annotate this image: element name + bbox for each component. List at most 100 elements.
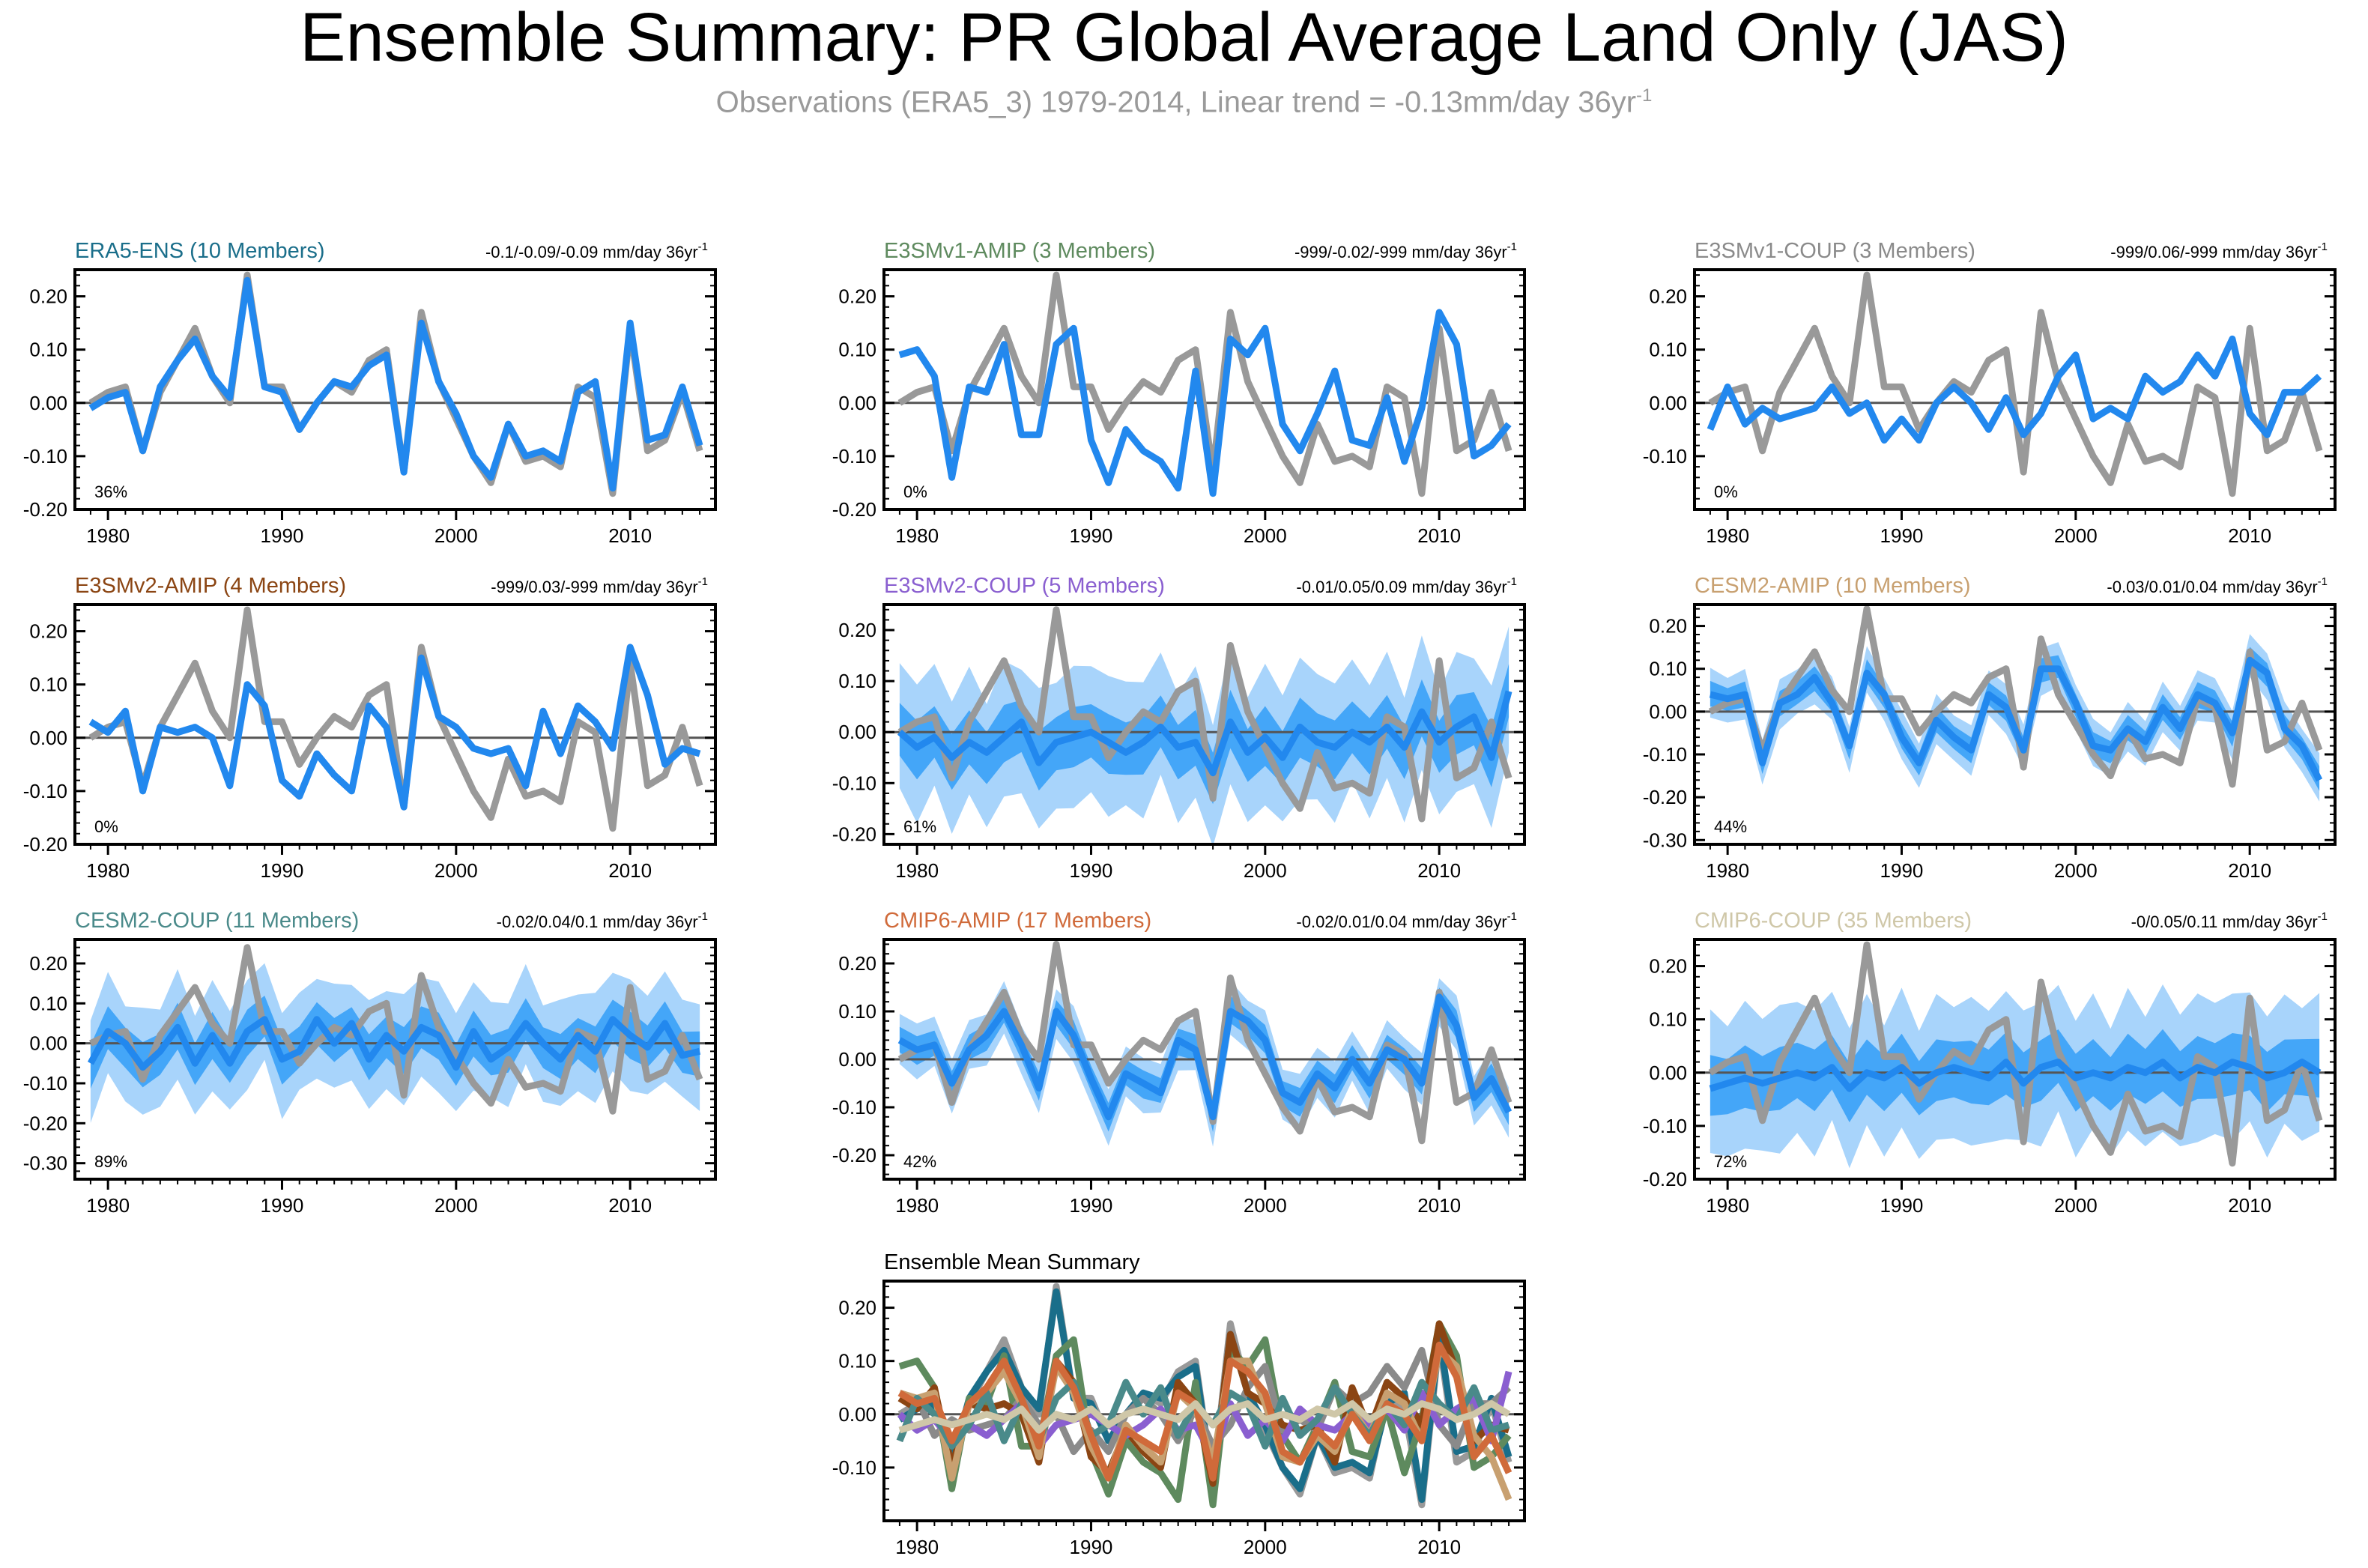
figure-subtitle: Observations (ERA5_3) 1979-2014, Linear … — [0, 78, 2368, 120]
trend-text: -0.01/0.05/0.09 mm/day 36yr — [1296, 578, 1507, 596]
y-tick-label: 0.00 — [838, 392, 876, 414]
panel-trend: -0.03/0.01/0.04 mm/day 36yr-1 — [2107, 575, 2328, 596]
x-tick-label: 2010 — [2228, 859, 2271, 882]
panel-title: CESM2-COUP (11 Members) — [75, 909, 359, 933]
panel-percentage: 0% — [1714, 482, 1738, 501]
y-tick-label: -0.10 — [1643, 743, 1687, 766]
panel-frame — [73, 603, 717, 846]
trend-exponent: -1 — [698, 240, 708, 253]
panel-e3smv1-coup: -0.10 0.00 0.10 0.20 1980 1990 2000 2010 E3SMv1-… — [1643, 239, 2337, 547]
plot-area — [884, 606, 1524, 844]
plot-area — [884, 940, 1524, 1147]
trend-exponent: -1 — [1507, 575, 1517, 588]
x-tick-label: 1980 — [1706, 1194, 1749, 1217]
y-tick-label: -0.20 — [832, 1144, 876, 1166]
x-tick-label: 2010 — [1417, 859, 1461, 882]
y-tick-label: 0.00 — [29, 1032, 67, 1055]
panel-trend: -0.1/-0.09/-0.09 mm/day 36yr-1 — [485, 240, 708, 261]
x-tick-label: 1980 — [895, 1536, 939, 1558]
x-tick-label: 2000 — [2054, 859, 2098, 882]
x-tick-label: 2000 — [1244, 859, 1287, 882]
panel-frame — [73, 268, 717, 511]
y-tick-label: 0.00 — [1649, 392, 1687, 414]
x-tick-label: 1980 — [86, 859, 130, 882]
panel-frame — [882, 268, 1526, 511]
panel-trend: -999/-0.02/-999 mm/day 36yr-1 — [1294, 240, 1517, 261]
ensemble-mean-line — [88, 644, 701, 811]
y-tick-label: 0.00 — [29, 392, 67, 414]
plot-area — [884, 271, 1524, 497]
trend-exponent: -1 — [698, 575, 708, 588]
panel-trend: -0/0.05/0.11 mm/day 36yr-1 — [2131, 910, 2328, 931]
x-tick-label: 1980 — [1706, 524, 1749, 547]
ensemble-mean-line — [898, 309, 1512, 497]
x-tick-label: 1990 — [1070, 1536, 1113, 1558]
panel-title: CMIP6-AMIP (17 Members) — [884, 909, 1151, 933]
trend-exponent: -1 — [2318, 575, 2328, 588]
observation-line — [1708, 605, 2323, 788]
y-tick-label: 0.10 — [838, 1000, 876, 1023]
plot-area — [1695, 605, 2335, 802]
panel-cmip6-coup: -0.20 -0.10 0.00 0.10 0.20 1980 1990 2000 2010 CM… — [1643, 909, 2337, 1217]
y-tick-label: 0.20 — [838, 285, 876, 308]
observation-line — [88, 606, 703, 832]
trend-text: -0.03/0.01/0.04 mm/day 36yr — [2107, 578, 2317, 596]
trend-text: -0/0.05/0.11 mm/day 36yr — [2131, 912, 2318, 931]
y-tick-label: -0.30 — [23, 1152, 67, 1175]
trend-text: -999/0.03/-999 mm/day 36yr — [491, 578, 697, 596]
panel-e3smv2-coup: -0.20 -0.10 0.00 0.10 0.20 1980 1990 2000 2010 E3… — [832, 574, 1526, 882]
y-tick-label: 0.20 — [29, 952, 67, 975]
panel-percentage: 0% — [94, 817, 118, 836]
panel-title: E3SMv1-COUP (3 Members) — [1695, 239, 1975, 263]
y-tick-label: 0.00 — [838, 1403, 876, 1426]
y-tick-label: -0.20 — [23, 1112, 67, 1134]
x-tick-label: 2010 — [1417, 1194, 1461, 1217]
panel-title: CMIP6-COUP (35 Members) — [1695, 909, 1972, 933]
subtitle-text: Observations (ERA5_3) 1979-2014, Linear … — [715, 85, 1637, 119]
panel-frame — [1693, 268, 2337, 511]
ensemble-mean-line — [88, 276, 703, 492]
plot-area — [884, 1283, 1524, 1509]
y-tick-label: -0.20 — [832, 823, 876, 845]
y-tick-label: 0.20 — [1649, 955, 1687, 978]
plot-area — [1695, 271, 2335, 497]
ensemble-mean-line — [1709, 656, 2323, 782]
panel-frame — [882, 603, 1526, 846]
plot-area — [1695, 941, 2335, 1169]
y-tick-label: 0.20 — [1649, 285, 1687, 308]
x-tick-label: 2000 — [434, 524, 478, 547]
trend-exponent: -1 — [2318, 910, 2328, 923]
y-tick-label: 0.10 — [29, 673, 67, 696]
x-tick-label: 2010 — [608, 859, 652, 882]
x-tick-label: 1990 — [261, 1194, 304, 1217]
y-tick-label: 0.10 — [1649, 339, 1687, 361]
panel-frame — [882, 1280, 1526, 1522]
x-tick-label: 1980 — [1706, 859, 1749, 882]
x-tick-label: 2010 — [2228, 1194, 2271, 1217]
x-tick-label: 1980 — [895, 1194, 939, 1217]
y-tick-label: 0.00 — [29, 727, 67, 749]
panel-title: E3SMv1-AMIP (3 Members) — [884, 239, 1155, 263]
x-tick-label: 2000 — [2054, 1194, 2098, 1217]
y-tick-label: 0.10 — [838, 339, 876, 361]
trend-text: -0.1/-0.09/-0.09 mm/day 36yr — [485, 243, 698, 261]
x-tick-label: 1980 — [895, 524, 939, 547]
x-tick-label: 2000 — [1244, 524, 1287, 547]
x-tick-label: 2000 — [434, 1194, 478, 1217]
x-tick-label: 1980 — [86, 524, 130, 547]
y-tick-label: 0.00 — [838, 721, 876, 743]
panel-percentage: 0% — [903, 482, 927, 501]
panel-ensemble-mean-summary: -0.10 0.00 0.10 0.20 1980 1990 2000 2010 Ensembl… — [832, 1250, 1526, 1558]
y-tick-label: -0.10 — [832, 1456, 876, 1479]
trend-text: -0.02/0.01/0.04 mm/day 36yr — [1296, 912, 1507, 931]
y-tick-label: 0.20 — [1649, 615, 1687, 638]
panel-cmip6-amip: -0.20 -0.10 0.00 0.10 0.20 1980 1990 2000 2010 CM… — [832, 909, 1526, 1217]
trend-exponent: -1 — [2318, 240, 2328, 253]
panel-title: E3SMv2-AMIP (4 Members) — [75, 574, 346, 598]
x-tick-label: 1990 — [1070, 524, 1113, 547]
y-tick-label: 0.20 — [838, 1297, 876, 1319]
trend-exponent: -1 — [698, 910, 708, 923]
y-tick-label: 0.10 — [838, 1350, 876, 1372]
y-tick-label: -0.10 — [23, 1072, 67, 1095]
y-tick-label: -0.10 — [23, 780, 67, 802]
